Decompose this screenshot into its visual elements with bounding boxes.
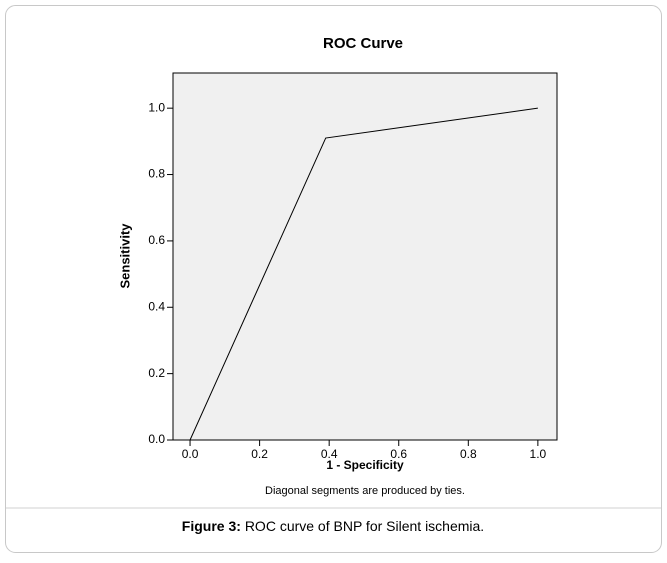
x-tick-label: 0.4	[321, 447, 338, 461]
y-tick-label: 1.0	[148, 100, 165, 114]
x-axis-label: 1 - Specificity	[326, 458, 404, 472]
caption-text: ROC curve of BNP for Silent ischemia.	[245, 518, 484, 534]
x-tick-label: 0.6	[390, 447, 407, 461]
y-tick-label: 0.4	[148, 299, 165, 313]
roc-line	[189, 107, 538, 441]
x-tick-label: 0.8	[460, 447, 477, 461]
caption-label: Figure 3:	[182, 518, 241, 534]
caption: Figure 3: ROC curve of BNP for Silent is…	[182, 518, 484, 534]
x-tick-label: 0.2	[251, 447, 268, 461]
y-axis-label: Sensitivity	[117, 223, 132, 289]
y-tick-label: 0.8	[148, 167, 165, 181]
y-tick-label: 0.6	[148, 233, 165, 247]
x-tick-label: 0.0	[182, 447, 199, 461]
y-tick-label: 0.2	[148, 366, 165, 380]
y-tick-label: 0.0	[148, 432, 165, 446]
note: Diagonal segments are produced by ties.	[265, 485, 465, 497]
x-tick-label: 1.0	[530, 447, 547, 461]
chart-title: ROC Curve	[323, 35, 403, 52]
plot-area	[172, 72, 558, 441]
